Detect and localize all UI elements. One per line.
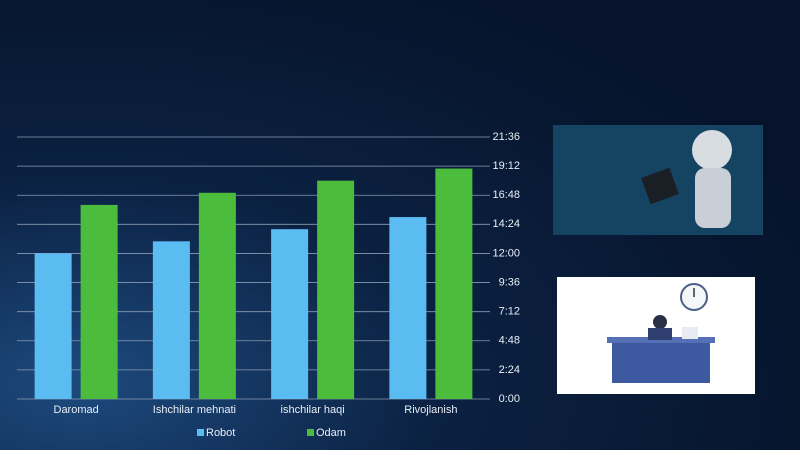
x-tick-label: ishchilar haqi bbox=[281, 404, 345, 416]
y-tick-label: 12:00 bbox=[492, 247, 520, 259]
y-tick-label: 14:24 bbox=[492, 218, 520, 230]
bar bbox=[152, 241, 190, 399]
bar bbox=[80, 204, 118, 399]
legend-label: Robot bbox=[206, 427, 235, 439]
chart: 0:00 2:24 4:48 7:12 9:36 12:00 14:24 16:48 19:12… bbox=[17, 131, 520, 439]
x-tick-label: Ishchilar mehnati bbox=[153, 404, 236, 416]
bar bbox=[435, 168, 473, 399]
y-tick-label: 16:48 bbox=[492, 189, 520, 201]
x-tick-label: Rivojlanish bbox=[404, 404, 457, 416]
y-tick-label: 19:12 bbox=[492, 160, 520, 172]
y-tick-label: 4:48 bbox=[499, 335, 520, 347]
y-tick-label: 0:00 bbox=[499, 393, 520, 405]
y-tick-label: 2:24 bbox=[499, 364, 520, 376]
legend-swatch bbox=[197, 429, 204, 436]
legend-label: Odam bbox=[316, 427, 346, 439]
bar bbox=[34, 253, 72, 399]
legend-swatch bbox=[307, 429, 314, 436]
y-tick-label: 9:36 bbox=[499, 276, 520, 288]
y-tick-label: 7:12 bbox=[499, 306, 520, 318]
bar bbox=[271, 229, 309, 399]
bar bbox=[389, 217, 427, 399]
robot-image bbox=[553, 125, 763, 235]
y-tick-label: 21:36 bbox=[492, 131, 520, 143]
office-image bbox=[557, 277, 755, 394]
bar bbox=[198, 192, 236, 399]
x-tick-label: Daromad bbox=[54, 404, 99, 416]
bar bbox=[317, 180, 355, 399]
